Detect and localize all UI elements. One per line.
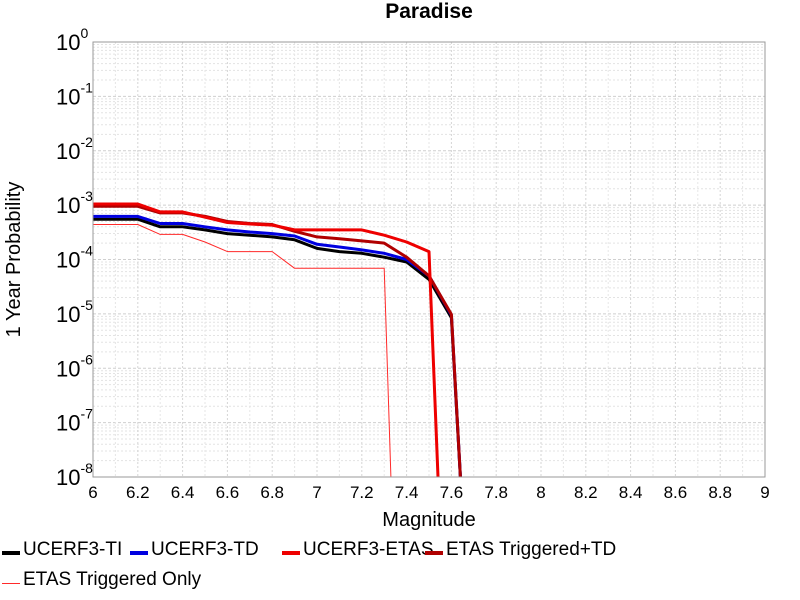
- legend-item: UCERF3-TI: [2, 538, 122, 562]
- legend-label: UCERF3-TI: [23, 539, 123, 560]
- legend-swatch: [282, 551, 300, 555]
- chart-legend: UCERF3-TI UCERF3-TD UCERF3-ETAS ETAS Trigge…: [0, 536, 800, 600]
- series-line-etas-triggered-only: [93, 224, 392, 477]
- x-tick-label: 9: [760, 483, 769, 502]
- x-axis-label: Magnitude: [382, 509, 475, 531]
- y-tick-label: 10-5: [56, 297, 93, 327]
- chart-title: Paradise: [385, 0, 473, 23]
- x-tick-label: 6.8: [260, 483, 284, 502]
- legend-item: UCERF3-ETAS: [282, 538, 434, 562]
- line-chart: 6 6.2 6.4 6.6 6.8 7 7.2 7.4 7.6 7.8 8 8.2 8.4 8.6 8.8 9…: [3, 0, 770, 531]
- y-tick-label: 10-1: [56, 79, 93, 109]
- legend-swatch: [425, 551, 443, 555]
- x-tick-label: 7: [312, 483, 321, 502]
- grid-lines: [92, 42, 766, 478]
- legend-swatch: [2, 551, 20, 555]
- legend-label: UCERF3-TD: [151, 539, 259, 560]
- y-tick-label: 10-8: [56, 460, 93, 490]
- x-tick-label: 6: [88, 483, 97, 502]
- x-tick-label: 7.6: [440, 483, 464, 502]
- x-tick-label: 6.6: [216, 483, 240, 502]
- legend-item: ETAS Triggered Only: [2, 568, 201, 592]
- series-line-ucerf3-ti: [93, 217, 462, 477]
- series-line-etas-triggered-td: [93, 204, 462, 477]
- legend-item: UCERF3-TD: [130, 538, 259, 562]
- series-lines: [93, 202, 462, 477]
- tick-labels: 6 6.2 6.4 6.6 6.8 7 7.2 7.4 7.6 7.8 8 8.2 8.4 8.6 8.8 9…: [56, 25, 770, 502]
- legend-swatch: [2, 582, 20, 584]
- x-tick-label: 7.4: [395, 483, 419, 502]
- plot-frame: [92, 41, 766, 478]
- y-tick-label: 10-2: [56, 134, 93, 164]
- x-tick-label: 8.8: [708, 483, 732, 502]
- x-tick-label: 8.4: [619, 483, 643, 502]
- x-tick-label: 7.2: [350, 483, 374, 502]
- y-tick-label: 10-4: [56, 243, 93, 273]
- y-axis-label: 1 Year Probability: [3, 182, 25, 338]
- legend-label: ETAS Triggered+TD: [446, 539, 617, 560]
- legend-swatch: [130, 551, 148, 555]
- x-tick-label: 8: [536, 483, 545, 502]
- x-tick-label: 8.6: [664, 483, 688, 502]
- x-tick-label: 8.2: [574, 483, 598, 502]
- series-line-ucerf3-etas: [93, 202, 440, 477]
- x-tick-label: 7.8: [484, 483, 508, 502]
- y-tick-label: 10-6: [56, 351, 93, 381]
- y-tick-label: 100: [56, 25, 88, 55]
- legend-label: UCERF3-ETAS: [303, 539, 434, 560]
- x-tick-label: 6.4: [171, 483, 195, 502]
- legend-item: ETAS Triggered+TD: [425, 538, 616, 562]
- y-tick-label: 10-3: [56, 188, 93, 218]
- y-tick-label: 10-7: [56, 406, 93, 436]
- x-tick-label: 6.2: [126, 483, 150, 502]
- legend-label: ETAS Triggered Only: [23, 569, 202, 590]
